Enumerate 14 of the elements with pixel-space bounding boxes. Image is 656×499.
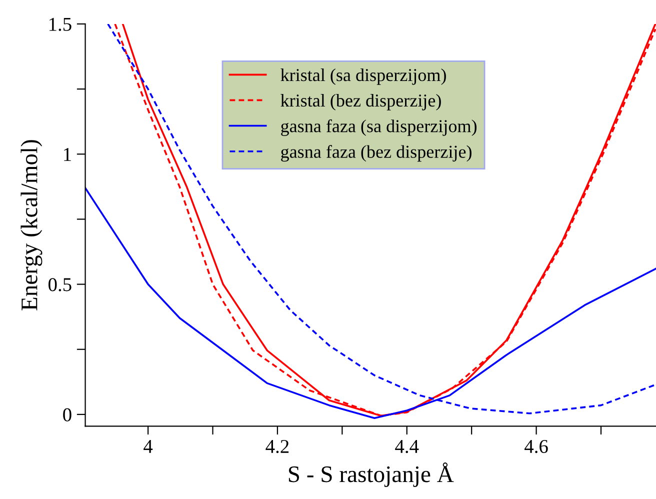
legend-label: kristal (sa disperzijom) xyxy=(280,68,446,85)
x-tick-label: 4.4 xyxy=(395,440,419,454)
x-tick-label: 4 xyxy=(144,440,153,453)
y-tick-label: 0 xyxy=(63,408,72,422)
legend-label: gasna faza (bez disperzije) xyxy=(281,145,472,162)
y-tick-label: 1.5 xyxy=(49,18,72,31)
y-axis-title: Energy (kcal/mol) xyxy=(20,140,42,310)
y-tick-label: 1 xyxy=(64,148,71,161)
legend-label: kristal (bez disperzije) xyxy=(280,94,441,110)
x-tick-label: 4.2 xyxy=(266,440,289,454)
legend-label: gasna faza (sa disperzijom) xyxy=(281,119,477,136)
x-tick-label: 4.6 xyxy=(524,440,548,454)
x-axis-title: S - S rastojanje Å xyxy=(288,462,454,488)
y-tick-label: 0.5 xyxy=(48,278,72,292)
